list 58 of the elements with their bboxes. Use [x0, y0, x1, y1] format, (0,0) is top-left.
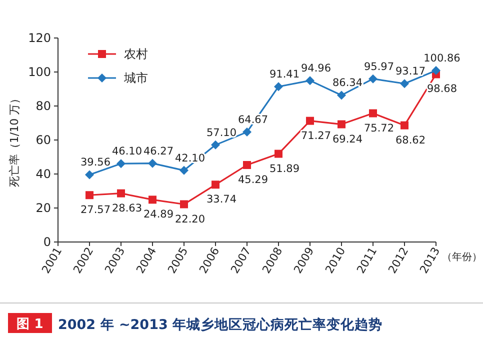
x-axis-title: （年份） — [442, 251, 482, 263]
point — [337, 90, 346, 100]
y-tick-label: 120 — [28, 31, 51, 45]
point — [274, 150, 282, 158]
data-label: 91.41 — [269, 68, 300, 81]
data-label: 69.24 — [332, 133, 363, 146]
point — [400, 79, 409, 88]
point — [242, 128, 252, 137]
point — [306, 76, 314, 86]
point — [211, 140, 220, 150]
legend-label: 农村 — [124, 47, 148, 61]
point — [338, 120, 346, 128]
caption: 图 1 — [16, 317, 44, 332]
data-label: 46.27 — [143, 145, 174, 158]
point — [243, 161, 251, 170]
point — [180, 200, 188, 208]
point — [306, 116, 314, 125]
point — [432, 66, 440, 76]
y-tick-label: 80 — [36, 99, 51, 113]
data-label: 57.10 — [206, 126, 237, 139]
data-label: 98.68 — [426, 83, 458, 96]
text: 2002 年 ~2013 年城乡地区冠心病死亡率变化趋势 — [58, 316, 383, 333]
data-label: 46.10 — [112, 146, 142, 158]
data-label: 22.20 — [174, 213, 206, 226]
data-label: 71.27 — [300, 130, 332, 142]
data-label: 93.17 — [395, 66, 426, 78]
data-label: 28.63 — [112, 202, 142, 214]
y-tick-label: 20 — [36, 201, 51, 215]
data-label: 51.89 — [269, 162, 300, 175]
data-label: 24.89 — [143, 208, 174, 221]
data-label: 94.96 — [300, 62, 332, 75]
point — [148, 196, 156, 204]
point — [274, 82, 283, 92]
data-label: 45.29 — [238, 174, 268, 186]
point — [212, 180, 220, 189]
legend-label: 城市 — [123, 71, 148, 85]
point — [369, 109, 377, 118]
y-tick-label: 0 — [43, 235, 51, 249]
data-label: 100.86 — [424, 52, 461, 65]
point — [148, 158, 157, 168]
data-label: 33.74 — [206, 194, 237, 206]
data-label: 86.34 — [332, 77, 363, 90]
point — [368, 74, 378, 84]
point — [400, 121, 408, 130]
point — [117, 189, 125, 198]
point — [116, 159, 126, 168]
point — [86, 191, 94, 200]
point — [180, 166, 188, 175]
y-tick-label: 40 — [36, 167, 51, 181]
data-label: 27.57 — [80, 204, 111, 216]
data-label: 68.62 — [395, 134, 426, 146]
point — [85, 170, 94, 180]
y-tick-label: 60 — [36, 133, 51, 147]
data-label: 75.72 — [364, 122, 394, 134]
y-tick-label: 100 — [28, 65, 51, 79]
y-axis-title: 死亡率（1/10 万） — [8, 92, 21, 188]
data-label: 39.56 — [80, 156, 111, 169]
data-label: 95.97 — [364, 60, 394, 73]
